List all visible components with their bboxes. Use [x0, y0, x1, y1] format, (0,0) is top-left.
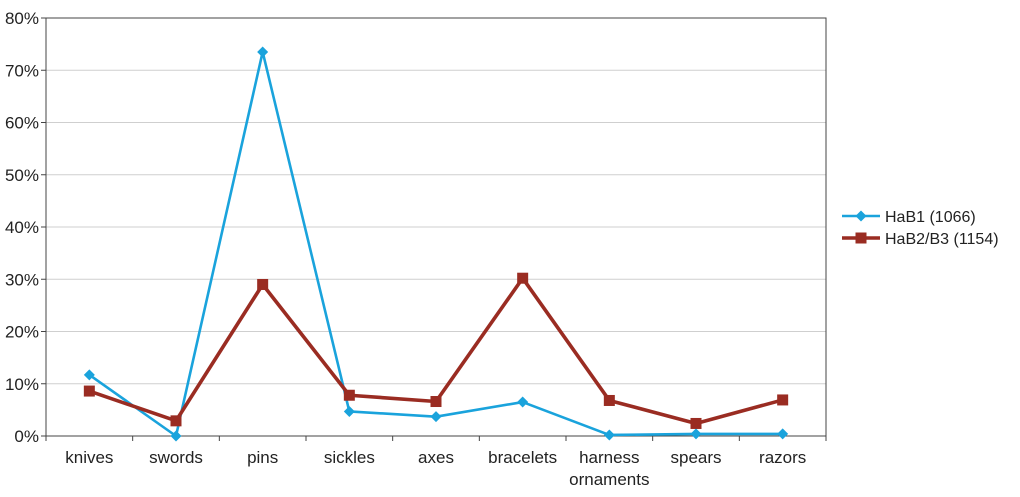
- data-point: [603, 429, 615, 441]
- data-point: [170, 415, 182, 427]
- y-tick-label: 50%: [5, 166, 39, 185]
- data-point: [517, 396, 529, 408]
- x-tick-label: razors: [759, 448, 806, 467]
- y-tick-label: 70%: [5, 61, 39, 80]
- legend-label: HaB2/B3 (1154): [885, 231, 999, 248]
- legend-marker: [855, 210, 867, 222]
- x-tick-label: pins: [247, 448, 278, 467]
- legend-entry: HaB1 (1066): [842, 209, 976, 226]
- data-point: [257, 46, 269, 58]
- x-axis: knives swords pins sickles axes bracelets harn…: [45, 436, 827, 489]
- x-tick-label: sickles: [324, 448, 375, 467]
- y-tick-label: 40%: [5, 218, 39, 237]
- legend-marker: [855, 232, 867, 244]
- series-line: [88, 50, 783, 438]
- data-point: [83, 385, 95, 397]
- y-tick-label: 20%: [5, 323, 39, 342]
- y-tick-label: 80%: [5, 9, 39, 28]
- y-axis: 0% 10% 20% 30% 40% 50% 60% 70% 80%: [5, 9, 46, 446]
- legend-label: HaB1 (1066): [885, 209, 976, 226]
- legend-entry: HaB2/B3 (1154): [842, 231, 999, 248]
- x-tick-label: harness: [579, 448, 639, 467]
- data-point: [690, 428, 702, 440]
- series-layer: [83, 46, 789, 442]
- x-tick-label: swords: [149, 448, 203, 467]
- data-point: [83, 369, 95, 381]
- y-tick-label: 60%: [5, 114, 39, 133]
- data-point: [690, 417, 702, 429]
- data-point: [170, 430, 182, 442]
- legend: HaB1 (1066) HaB2/B3 (1154): [842, 209, 999, 248]
- y-tick-label: 0%: [14, 427, 39, 446]
- x-tick-label: spears: [670, 448, 721, 467]
- data-point: [777, 428, 789, 440]
- data-point: [343, 405, 355, 417]
- y-tick-label: 10%: [5, 375, 39, 394]
- series-2: [83, 272, 789, 429]
- data-point: [430, 396, 442, 408]
- x-tick-label: ornaments: [569, 470, 649, 489]
- data-point: [777, 394, 789, 406]
- data-point: [430, 411, 442, 423]
- data-point: [517, 272, 529, 284]
- y-tick-label: 30%: [5, 270, 39, 289]
- data-point: [603, 394, 615, 406]
- data-point: [257, 278, 269, 290]
- x-tick-label: bracelets: [488, 448, 557, 467]
- x-tick-label: axes: [418, 448, 454, 467]
- series-1: [83, 46, 789, 442]
- x-tick-label: knives: [65, 448, 113, 467]
- data-point: [343, 389, 355, 401]
- gridlines: [46, 69, 826, 385]
